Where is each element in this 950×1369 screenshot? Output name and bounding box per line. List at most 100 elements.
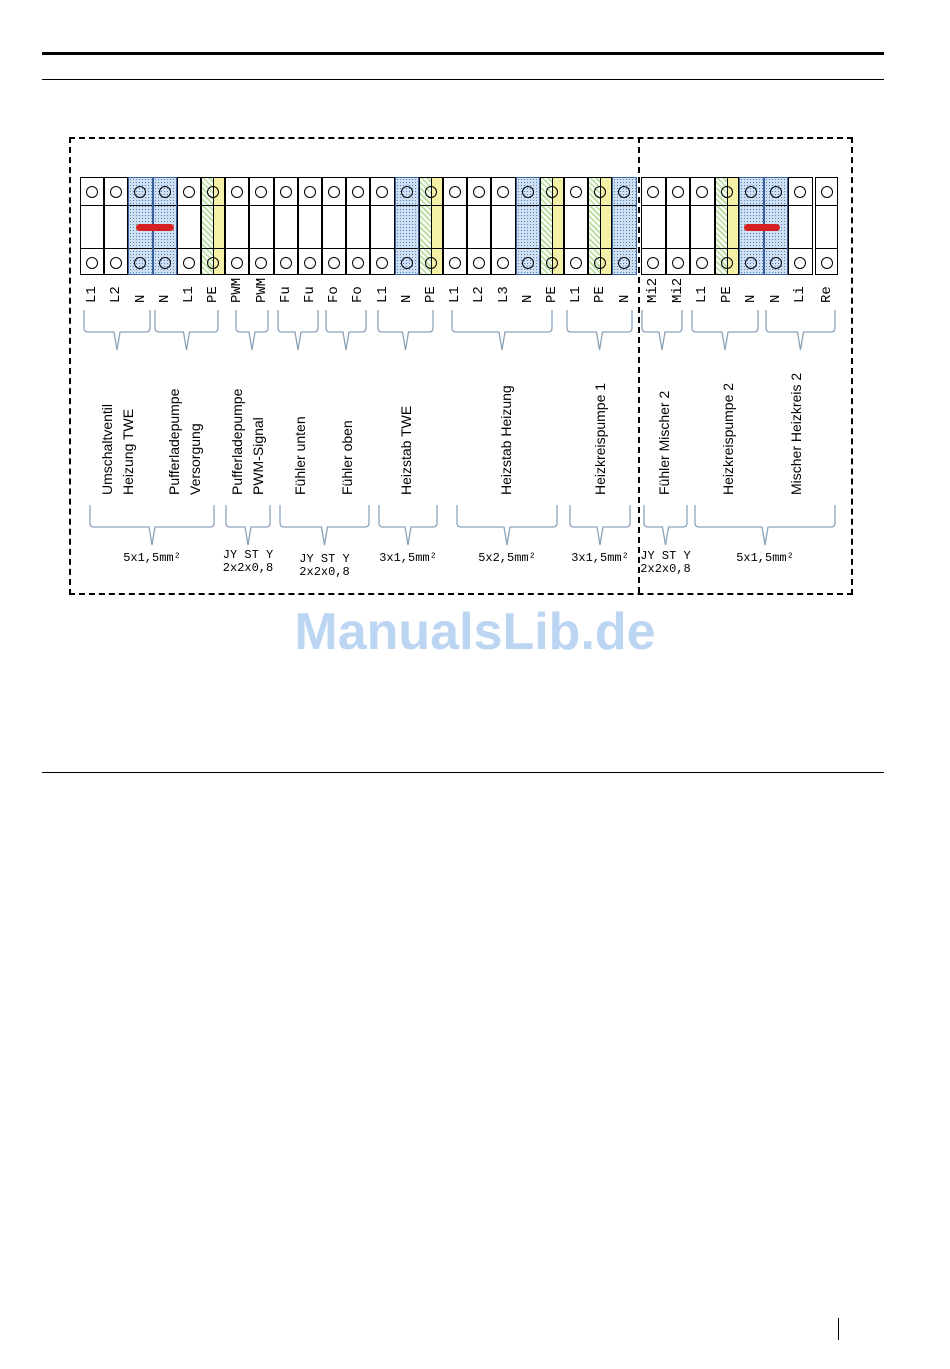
terminal-plain (690, 177, 715, 275)
terminal-divider (81, 205, 104, 206)
pe-stripe (213, 178, 215, 274)
screw-bottom-icon (328, 257, 341, 269)
pe-stripe (726, 178, 728, 274)
screw-top-icon (647, 186, 660, 198)
screw-bottom-icon (86, 257, 99, 269)
footer-rule (42, 772, 884, 773)
screw-top-icon (110, 186, 123, 198)
terminal-pe (588, 177, 613, 275)
terminal-divider (153, 205, 176, 206)
terminal-pe (418, 177, 443, 275)
terminal-plain (665, 177, 690, 275)
screw-top-icon (449, 186, 462, 198)
terminal-divider (444, 248, 467, 249)
top-bracket (325, 310, 367, 351)
header-rule-thick (42, 52, 884, 55)
screw-top-icon (820, 186, 833, 198)
terminal-divider (816, 205, 837, 206)
screw-bottom-icon (182, 257, 195, 269)
screw-top-icon (720, 186, 733, 198)
terminal-pe (714, 177, 739, 275)
terminal-plain (641, 177, 666, 275)
cable-bracket (378, 505, 438, 546)
terminal-divider (516, 205, 539, 206)
cable-spec: JY ST Y 2x2x0,8 (223, 549, 273, 575)
screw-bottom-icon (720, 257, 733, 269)
screw-bottom-icon (110, 257, 123, 269)
cable-bracket (225, 505, 271, 546)
terminal-plain (491, 177, 516, 275)
screw-top-icon (352, 186, 365, 198)
terminal-divider (129, 205, 152, 206)
screw-top-icon (521, 186, 534, 198)
terminal-divider (323, 205, 346, 206)
cable-bracket (643, 505, 688, 546)
screw-bottom-icon (231, 257, 244, 269)
top-bracket (83, 310, 151, 351)
terminal-divider (226, 205, 249, 206)
terminal-divider (371, 205, 394, 206)
terminal-divider (81, 248, 104, 249)
pe-stripe (430, 178, 432, 274)
terminal-n (612, 177, 637, 275)
cable-spec-line: 5x1,5mm² (736, 551, 794, 565)
terminal-divider (666, 205, 689, 206)
screw-bottom-icon (545, 257, 558, 269)
terminal-divider (613, 205, 636, 206)
terminal-divider (764, 248, 787, 249)
screw-bottom-icon (570, 257, 583, 269)
screw-top-icon (570, 186, 583, 198)
terminal-divider (347, 248, 370, 249)
terminal-divider (492, 205, 515, 206)
screw-top-icon (497, 186, 510, 198)
header-rule-thin (42, 79, 884, 80)
screw-bottom-icon (134, 257, 147, 269)
screw-bottom-icon (618, 257, 631, 269)
top-bracket (154, 310, 219, 351)
terminal-divider (642, 205, 665, 206)
cable-spec-line: JY ST Y (299, 552, 350, 566)
terminal-n (515, 177, 540, 275)
terminal-plain (273, 177, 298, 275)
screw-top-icon (328, 186, 341, 198)
screw-bottom-icon (352, 257, 365, 269)
terminal-plain (788, 177, 813, 275)
terminal-divider (444, 205, 467, 206)
cable-spec-line: 2x2x0,8 (640, 562, 691, 576)
screw-top-icon (182, 186, 195, 198)
terminal-box-outline (69, 137, 853, 595)
terminal-divider (153, 248, 176, 249)
terminal-n (394, 177, 419, 275)
terminal-plain (443, 177, 468, 275)
terminal-plain (346, 177, 371, 275)
screw-top-icon (671, 186, 684, 198)
terminal-divider (816, 248, 837, 249)
screw-bottom-icon (255, 257, 268, 269)
cable-bracket (279, 505, 370, 546)
cable-spec: 3x1,5mm² (379, 552, 437, 565)
terminal-divider (691, 205, 714, 206)
cable-spec-line: 2x2x0,8 (299, 565, 350, 579)
cable-bracket (569, 505, 631, 546)
terminal-divider (789, 205, 812, 206)
terminal-divider (740, 248, 763, 249)
screw-bottom-icon (303, 257, 316, 269)
brackets (83, 310, 836, 546)
terminal-divider (789, 248, 812, 249)
terminal-divider (129, 248, 152, 249)
terminal-plain (297, 177, 322, 275)
terminal-divider (395, 205, 418, 206)
cable-spec: JY ST Y 2x2x0,8 (640, 550, 690, 576)
screw-bottom-icon (424, 257, 437, 269)
screw-bottom-icon (794, 257, 807, 269)
terminal-divider (395, 248, 418, 249)
cable-spec-line: 3x1,5mm² (571, 551, 629, 565)
terminal-divider (565, 248, 588, 249)
screw-top-icon (279, 186, 292, 198)
top-bracket (235, 310, 269, 351)
terminal-divider (298, 205, 321, 206)
page-number-marker (838, 1318, 839, 1340)
terminal-divider (347, 205, 370, 206)
terminal-divider (666, 248, 689, 249)
terminal-plain (104, 177, 129, 275)
